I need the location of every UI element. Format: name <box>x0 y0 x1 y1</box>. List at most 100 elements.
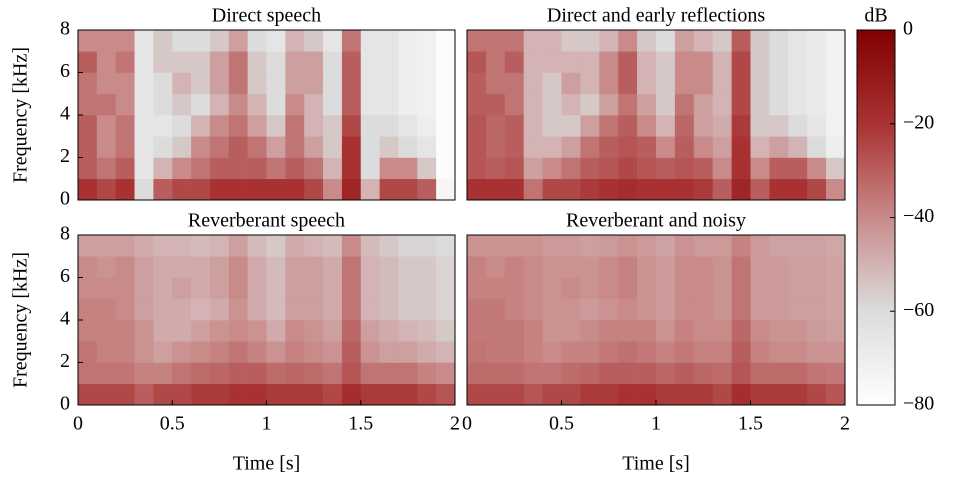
heatmap-cell <box>78 51 98 73</box>
heatmap-cell <box>788 30 808 52</box>
heatmap-cell <box>341 115 362 137</box>
heatmap-cell <box>580 320 600 342</box>
heatmap-cell <box>398 298 418 321</box>
heatmap-cell <box>542 30 562 52</box>
heatmap-cell <box>580 277 600 300</box>
heatmap-cell <box>769 362 789 385</box>
heatmap-cell <box>618 298 638 321</box>
colorbar-tick-label: −20 <box>903 111 934 133</box>
heatmap-cell <box>561 277 581 300</box>
heatmap-cell <box>115 277 135 300</box>
heatmap-cell <box>78 362 98 385</box>
heatmap-cell <box>826 298 846 321</box>
heatmap-cell <box>209 93 230 116</box>
heatmap-cell <box>712 298 732 321</box>
heatmap-cell <box>379 298 399 321</box>
heatmap-cell <box>285 178 305 201</box>
heatmap-cell <box>731 383 751 406</box>
y-tick-label: 6 <box>60 265 70 287</box>
heatmap-cell <box>96 51 116 73</box>
heatmap-cell <box>304 72 324 95</box>
heatmap-cell <box>360 298 380 321</box>
heatmap-cell <box>266 115 286 137</box>
heatmap-cell <box>656 341 676 363</box>
heatmap-cell <box>637 320 657 342</box>
heatmap-cell <box>637 72 657 95</box>
heatmap-cell <box>561 256 581 278</box>
heatmap-cell <box>637 136 657 158</box>
heatmap-cell <box>172 30 192 52</box>
heatmap-cell <box>209 383 230 406</box>
heatmap-cell <box>266 72 286 95</box>
heatmap-cell <box>323 157 343 180</box>
heatmap-cell <box>436 341 456 363</box>
heatmap-cell <box>398 320 418 342</box>
heatmap-cell <box>618 93 638 116</box>
heatmap-cell <box>134 362 154 385</box>
heatmap-cell <box>153 115 173 137</box>
heatmap-cell <box>467 30 487 52</box>
heatmap-cell <box>78 93 98 116</box>
heatmap-cell <box>504 235 524 257</box>
heatmap-cell <box>323 136 343 158</box>
heatmap-cell <box>542 178 562 201</box>
heatmap-cell <box>599 93 619 116</box>
heatmap-cell <box>247 72 267 95</box>
heatmap-cell <box>115 51 135 73</box>
heatmap-cell <box>153 383 173 406</box>
plot-frame <box>466 29 846 201</box>
heatmap-cell <box>656 157 676 180</box>
heatmap-cell <box>417 93 437 116</box>
heatmap-cell <box>379 235 399 257</box>
heatmap-cell <box>504 277 524 300</box>
heatmap-cell <box>674 72 695 95</box>
heatmap-cell <box>436 157 456 180</box>
spectrogram <box>78 30 456 201</box>
heatmap-cell <box>209 178 230 201</box>
heatmap-cell <box>580 341 600 363</box>
heatmap-cell <box>266 157 286 180</box>
heatmap-cell <box>467 256 487 278</box>
colorbar-title: dB <box>864 5 887 27</box>
heatmap-cell <box>304 51 324 73</box>
heatmap-cell <box>153 277 173 300</box>
heatmap-cell <box>115 178 135 201</box>
heatmap-cell <box>96 157 116 180</box>
heatmap-cell <box>637 277 657 300</box>
heatmap-cell <box>504 115 524 137</box>
heatmap-cell <box>637 30 657 52</box>
heatmap-cell <box>191 235 211 257</box>
heatmap-cell <box>172 115 192 137</box>
heatmap-cell <box>750 277 770 300</box>
heatmap-cell <box>247 362 267 385</box>
y-tick-label: 4 <box>60 308 70 330</box>
heatmap-cell <box>731 93 751 116</box>
heatmap-cell <box>542 298 562 321</box>
heatmap-cell <box>788 235 808 257</box>
heatmap-cell <box>209 235 230 257</box>
heatmap-cell <box>360 320 380 342</box>
heatmap-cell <box>637 157 657 180</box>
heatmap-cell <box>360 93 380 116</box>
heatmap-cell <box>618 383 638 406</box>
heatmap-cell <box>360 256 380 278</box>
heatmap-cell <box>504 320 524 342</box>
heatmap-cell <box>788 341 808 363</box>
heatmap-cell <box>115 298 135 321</box>
heatmap-cell <box>266 362 286 385</box>
heatmap-cell <box>542 383 562 406</box>
heatmap-cell <box>209 277 230 300</box>
heatmap-cell <box>172 157 192 180</box>
heatmap-cell <box>561 383 581 406</box>
heatmap-cell <box>561 51 581 73</box>
heatmap-cell <box>266 93 286 116</box>
heatmap-cell <box>398 157 418 180</box>
heatmap-cell <box>750 72 770 95</box>
heatmap-cell <box>693 51 713 73</box>
heatmap-cell <box>712 178 732 201</box>
heatmap-cell <box>485 341 506 363</box>
heatmap-cell <box>266 256 286 278</box>
heatmap-cell <box>209 298 230 321</box>
heatmap-cell <box>731 235 751 257</box>
heatmap-cell <box>153 320 173 342</box>
